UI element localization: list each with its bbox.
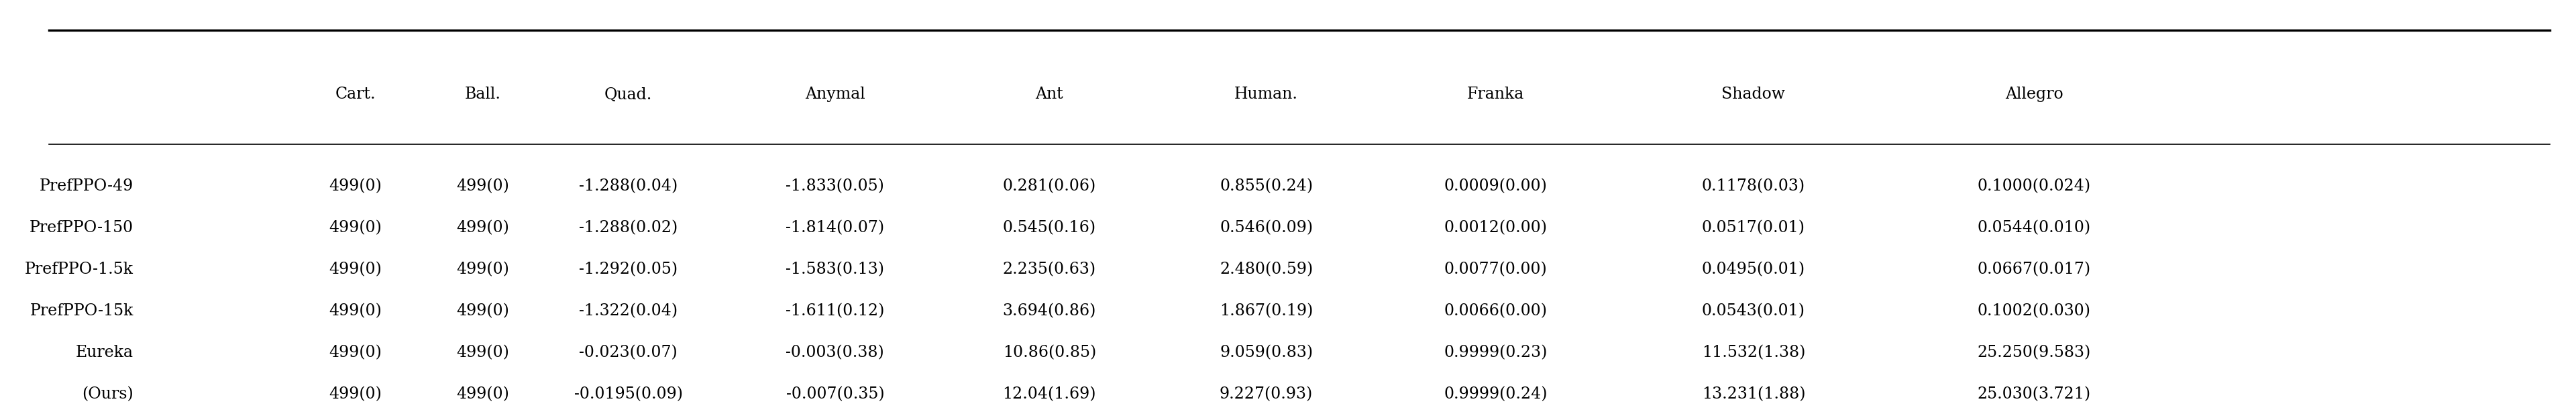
Text: Human.: Human. xyxy=(1234,87,1298,102)
Text: Eureka: Eureka xyxy=(75,345,134,360)
Text: 11.532(1.38): 11.532(1.38) xyxy=(1703,345,1806,360)
Text: Allegro: Allegro xyxy=(2004,87,2063,102)
Text: 499(0): 499(0) xyxy=(456,387,510,402)
Text: 0.0012(0.00): 0.0012(0.00) xyxy=(1445,220,1548,235)
Text: 0.0544(0.010): 0.0544(0.010) xyxy=(1978,220,2092,235)
Text: 499(0): 499(0) xyxy=(456,345,510,360)
Text: 0.0009(0.00): 0.0009(0.00) xyxy=(1445,178,1548,194)
Text: 2.480(0.59): 2.480(0.59) xyxy=(1218,262,1314,277)
Text: 0.9999(0.24): 0.9999(0.24) xyxy=(1445,387,1548,402)
Text: 0.1178(0.03): 0.1178(0.03) xyxy=(1703,178,1806,194)
Text: 0.0517(0.01): 0.0517(0.01) xyxy=(1703,220,1806,235)
Text: PrefPPO-1.5k: PrefPPO-1.5k xyxy=(26,262,134,277)
Text: 499(0): 499(0) xyxy=(330,262,381,277)
Text: PrefPPO-49: PrefPPO-49 xyxy=(39,178,134,194)
Text: 499(0): 499(0) xyxy=(330,387,381,402)
Text: 0.0543(0.01): 0.0543(0.01) xyxy=(1703,303,1806,319)
Text: Anymal: Anymal xyxy=(804,87,866,102)
Text: -1.292(0.05): -1.292(0.05) xyxy=(580,262,677,277)
Text: PrefPPO-15k: PrefPPO-15k xyxy=(31,303,134,319)
Text: Cart.: Cart. xyxy=(335,87,376,102)
Text: 0.1000(0.024): 0.1000(0.024) xyxy=(1978,178,2092,194)
Text: 499(0): 499(0) xyxy=(330,303,381,319)
Text: -1.814(0.07): -1.814(0.07) xyxy=(786,220,884,235)
Text: 0.0495(0.01): 0.0495(0.01) xyxy=(1703,262,1806,277)
Text: -0.003(0.38): -0.003(0.38) xyxy=(786,345,884,360)
Text: 2.235(0.63): 2.235(0.63) xyxy=(1002,262,1095,277)
Text: -1.288(0.04): -1.288(0.04) xyxy=(580,178,677,194)
Text: -1.583(0.13): -1.583(0.13) xyxy=(786,262,884,277)
Text: 0.9999(0.23): 0.9999(0.23) xyxy=(1445,345,1548,360)
Text: Ant: Ant xyxy=(1036,87,1064,102)
Text: -1.288(0.02): -1.288(0.02) xyxy=(580,220,677,235)
Text: 499(0): 499(0) xyxy=(456,220,510,235)
Text: 25.030(3.721): 25.030(3.721) xyxy=(1978,387,2092,402)
Text: (Ours): (Ours) xyxy=(82,387,134,402)
Text: 3.694(0.86): 3.694(0.86) xyxy=(1002,303,1097,319)
Text: 0.0667(0.017): 0.0667(0.017) xyxy=(1978,262,2092,277)
Text: 0.855(0.24): 0.855(0.24) xyxy=(1218,178,1314,194)
Text: Shadow: Shadow xyxy=(1721,87,1785,102)
Text: 0.1002(0.030): 0.1002(0.030) xyxy=(1978,303,2092,319)
Text: 499(0): 499(0) xyxy=(330,220,381,235)
Text: 0.546(0.09): 0.546(0.09) xyxy=(1218,220,1314,235)
Text: -0.007(0.35): -0.007(0.35) xyxy=(786,387,884,402)
Text: -1.833(0.05): -1.833(0.05) xyxy=(786,178,884,194)
Text: 1.867(0.19): 1.867(0.19) xyxy=(1218,303,1314,319)
Text: 25.250(9.583): 25.250(9.583) xyxy=(1978,345,2092,360)
Text: 9.227(0.93): 9.227(0.93) xyxy=(1218,387,1314,402)
Text: Quad.: Quad. xyxy=(605,87,652,102)
Text: 499(0): 499(0) xyxy=(456,303,510,319)
Text: -0.023(0.07): -0.023(0.07) xyxy=(580,345,677,360)
Text: 499(0): 499(0) xyxy=(456,178,510,194)
Text: 0.0066(0.00): 0.0066(0.00) xyxy=(1445,303,1548,319)
Text: 9.059(0.83): 9.059(0.83) xyxy=(1218,345,1314,360)
Text: 499(0): 499(0) xyxy=(330,178,381,194)
Text: -0.0195(0.09): -0.0195(0.09) xyxy=(574,387,683,402)
Text: 0.0077(0.00): 0.0077(0.00) xyxy=(1445,262,1548,277)
Text: Ball.: Ball. xyxy=(464,87,502,102)
Text: Franka: Franka xyxy=(1468,87,1525,102)
Text: 0.281(0.06): 0.281(0.06) xyxy=(1002,178,1097,194)
Text: 10.86(0.85): 10.86(0.85) xyxy=(1002,345,1097,360)
Text: 12.04(1.69): 12.04(1.69) xyxy=(1002,387,1097,402)
Text: 13.231(1.88): 13.231(1.88) xyxy=(1703,387,1806,402)
Text: 0.545(0.16): 0.545(0.16) xyxy=(1002,220,1095,235)
Text: 499(0): 499(0) xyxy=(330,345,381,360)
Text: -1.322(0.04): -1.322(0.04) xyxy=(580,303,677,319)
Text: -1.611(0.12): -1.611(0.12) xyxy=(786,303,884,319)
Text: PrefPPO-150: PrefPPO-150 xyxy=(28,220,134,235)
Text: 499(0): 499(0) xyxy=(456,262,510,277)
